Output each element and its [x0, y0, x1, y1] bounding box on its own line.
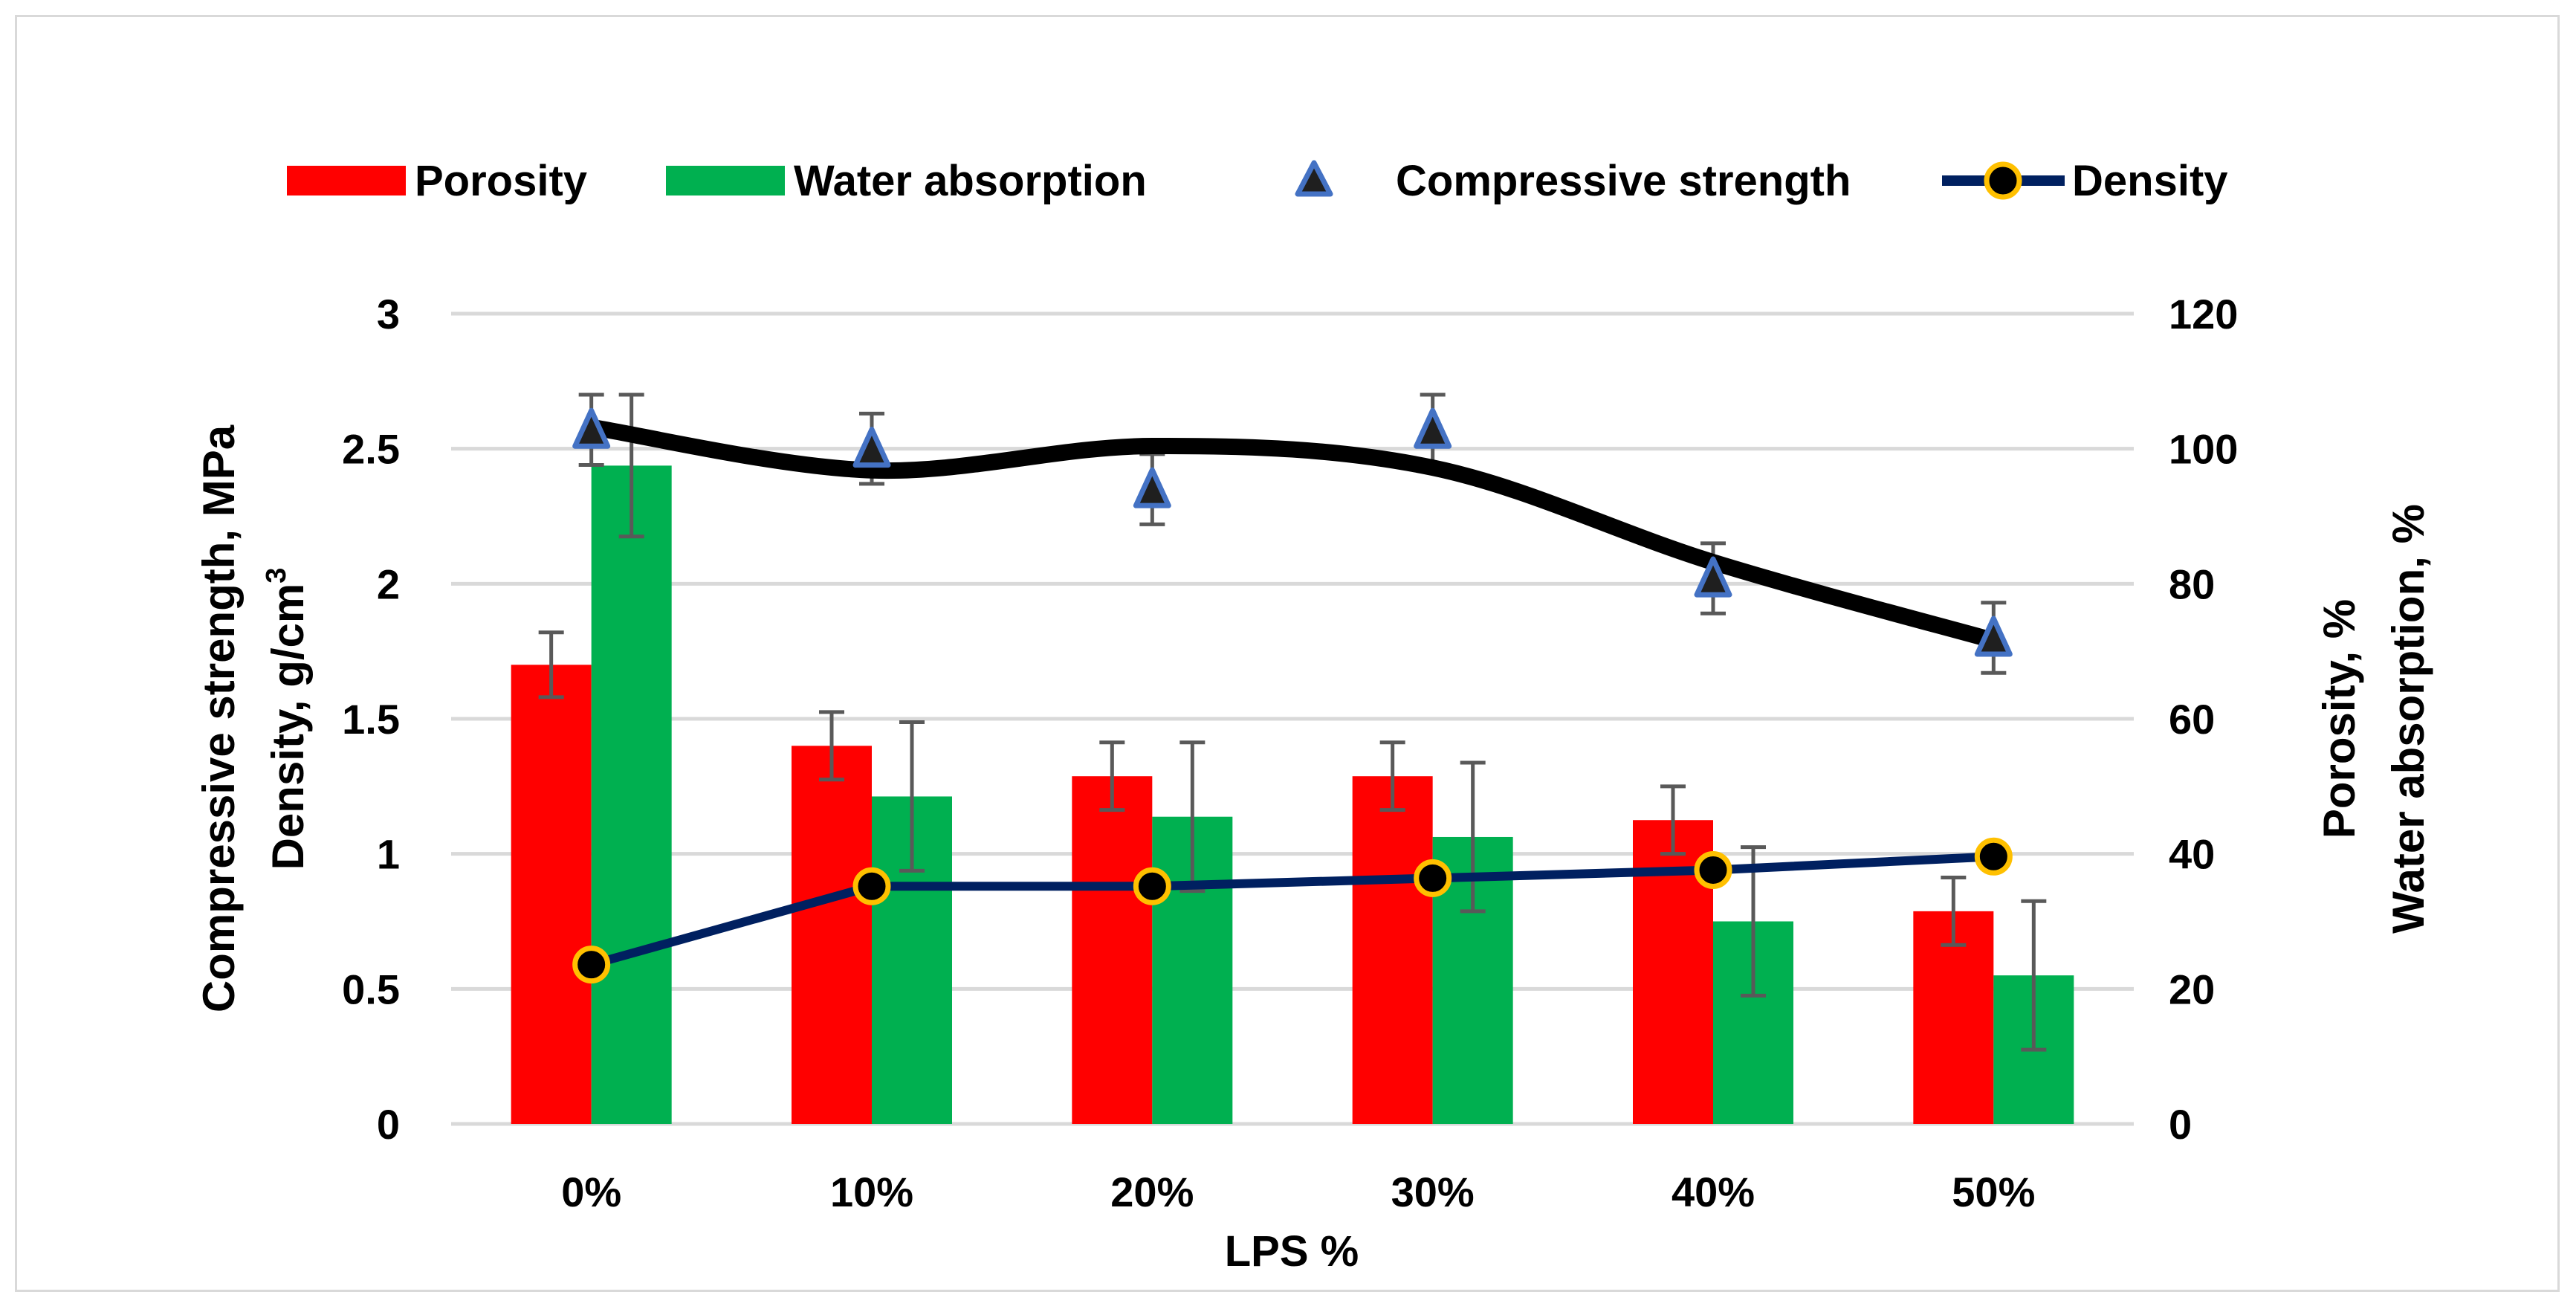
water-absorption-bar	[591, 465, 672, 1124]
y-right-tick-label: 100	[2169, 426, 2238, 473]
y-left-tick-label: 0	[377, 1101, 400, 1148]
compressive-strength-marker	[1694, 556, 1732, 598]
porosity-error-bar	[1660, 784, 1686, 856]
x-tick-label: 40%	[1672, 1169, 1755, 1215]
gridlines	[451, 311, 2134, 1126]
trend-curve	[583, 419, 2002, 649]
water-absorption-error-bar	[2021, 899, 2047, 1052]
axis-labels: 0 0 0.5 20 1 40 1.5 60 2 80 2.5 100 3 120 0% 10% 20% 30% 4…	[194, 291, 2433, 1276]
compressive-strength-marker	[852, 427, 891, 468]
density-marker	[852, 867, 891, 905]
porosity-bar	[792, 746, 872, 1124]
y-right-axis-title-1: Porosity, %	[2314, 599, 2364, 838]
legend-label-compressive-strength: Compressive strength	[1396, 157, 1851, 205]
porosity-error-bar	[819, 710, 844, 782]
lines	[583, 419, 2002, 969]
legend-marker-compressive-strength	[1295, 160, 1333, 197]
water-absorption-error-bar	[899, 720, 925, 873]
density-line	[590, 852, 1994, 969]
porosity-error-bar	[538, 630, 564, 699]
y-right-tick-label: 60	[2169, 696, 2215, 743]
compressive-strength-marker	[1414, 407, 1452, 449]
compressive-strength-marker	[572, 407, 611, 449]
porosity-error-bar	[1379, 740, 1405, 812]
y-left-axis-title-1: Compressive strength, MPa	[194, 424, 244, 1012]
x-tick-label: 0%	[561, 1169, 621, 1215]
water-absorption-error-bar	[1460, 760, 1486, 914]
x-tick-label: 50%	[1952, 1169, 2035, 1215]
y-right-tick-label: 0	[2169, 1101, 2192, 1148]
water-absorption-error-bar	[618, 392, 644, 539]
legend-label-porosity: Porosity	[415, 157, 587, 205]
chart: 0 0 0.5 20 1 40 1.5 60 2 80 2.5 100 3 120 0% 10% 20% 30% 4…	[194, 157, 2433, 1276]
porosity-bar	[511, 665, 592, 1124]
x-axis-title: LPS %	[1225, 1227, 1359, 1276]
y-left-tick-label: 1	[377, 831, 400, 878]
y-left-tick-label: 2	[377, 560, 400, 607]
y-left-tick-label: 3	[377, 291, 400, 337]
porosity-bar	[1072, 776, 1153, 1124]
y-right-axis-title-2: Water absorption, %	[2384, 504, 2433, 934]
legend-label-water-absorption: Water absorption	[794, 157, 1147, 205]
compressive-strength-marker	[1974, 615, 2013, 657]
density-marker	[1133, 867, 1171, 905]
y-right-tick-label: 120	[2169, 291, 2238, 337]
y-right-tick-label: 20	[2169, 966, 2215, 1012]
density-marker	[1694, 850, 1732, 889]
porosity-error-bar	[1941, 875, 1967, 947]
water-absorption-error-bar	[1179, 740, 1206, 893]
y-left-tick-label: 2.5	[342, 426, 400, 473]
porosity-bar	[1352, 776, 1433, 1124]
density-marker	[572, 946, 611, 984]
superscript-3: 3	[261, 568, 292, 584]
y-left-axis-title-2: Density, g/cm3	[261, 568, 313, 870]
density-marker	[1414, 859, 1452, 897]
legend-swatch-porosity	[287, 166, 406, 195]
compressive-strength-marker	[1133, 467, 1171, 508]
x-tick-label: 20%	[1110, 1169, 1194, 1215]
legend-marker-density	[1984, 161, 2022, 200]
x-tick-label: 30%	[1391, 1169, 1475, 1215]
legend-label-density: Density	[2072, 157, 2228, 205]
legend: Porosity Water absorption Compressive stre…	[287, 157, 2228, 205]
markers	[572, 407, 2013, 984]
x-tick-label: 10%	[830, 1169, 913, 1215]
porosity-error-bar	[1099, 740, 1125, 812]
error-bars	[538, 392, 2047, 1052]
y-left-tick-label: 0.5	[342, 966, 400, 1012]
y-left-tick-label: 1.5	[342, 696, 400, 743]
bars	[511, 465, 2074, 1124]
density-marker	[1974, 837, 2013, 876]
legend-swatch-water-absorption	[666, 166, 785, 195]
y-right-tick-label: 40	[2169, 831, 2215, 878]
chart-frame: 0 0 0.5 20 1 40 1.5 60 2 80 2.5 100 3 120 0% 10% 20% 30% 4…	[15, 15, 2560, 1292]
y-right-tick-label: 80	[2169, 560, 2215, 607]
